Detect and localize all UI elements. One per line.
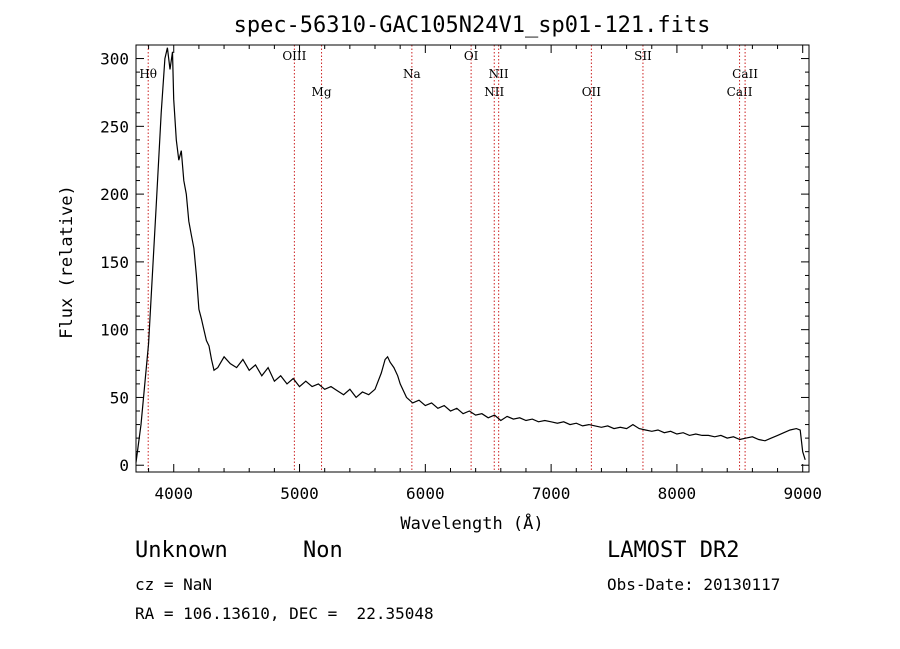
redshift-cz: cz = NaN: [135, 575, 213, 594]
reference-line-label-2: Mg: [312, 85, 332, 99]
x-axis-ticks: 4000 5000 6000 7000 8000 9000: [148, 45, 822, 503]
x-axis-label: Wavelength (Å): [400, 512, 543, 534]
y-tick-label-0: 0: [119, 456, 129, 475]
coordinates: RA = 106.13610, DEC = 22.35048: [135, 604, 434, 623]
spectrum-series-line: [135, 47, 806, 463]
chart-title: spec-56310-GAC105N24V1_sp01-121.fits: [234, 13, 711, 38]
reference-line-label-3: Na: [403, 67, 421, 81]
y-tick-label-5: 250: [100, 117, 129, 136]
x-tick-label-5: 9000: [783, 484, 822, 503]
reference-line-label-1: OIII: [282, 49, 306, 63]
survey-name: LAMOST DR2: [607, 538, 740, 563]
x-tick-label-2: 6000: [406, 484, 445, 503]
reference-line-label-5: NII: [484, 85, 504, 99]
y-tick-label-2: 100: [100, 321, 129, 340]
reference-line-label-10: CaII: [732, 67, 758, 81]
reference-lines: Hθ OIII Mg Na OI NII NII OII SII CaII CaII: [139, 45, 758, 472]
x-tick-label-4: 8000: [658, 484, 697, 503]
x-tick-label-1: 5000: [280, 484, 319, 503]
object-subclass: Non: [303, 538, 343, 563]
object-class: Unknown: [135, 538, 228, 563]
y-tick-label-1: 50: [110, 388, 129, 407]
x-tick-label-3: 7000: [532, 484, 571, 503]
y-axis-ticks: 0 50 100 150 200 250 300: [100, 44, 809, 475]
reference-line-label-7: OII: [582, 85, 602, 99]
reference-line-label-6: NII: [489, 67, 509, 81]
reference-line-label-0: Hθ: [139, 67, 157, 81]
y-tick-label-4: 200: [100, 185, 129, 204]
reference-line-label-8: SII: [634, 49, 652, 63]
reference-line-label-4: OI: [464, 49, 479, 63]
y-tick-label-6: 300: [100, 50, 129, 69]
y-axis-label: Flux (relative): [57, 185, 77, 339]
observation-date: Obs-Date: 20130117: [607, 575, 781, 594]
reference-line-label-9: CaII: [727, 85, 753, 99]
y-tick-label-3: 150: [100, 253, 129, 272]
plot-frame: [135, 44, 810, 473]
x-tick-label-0: 4000: [154, 484, 193, 503]
